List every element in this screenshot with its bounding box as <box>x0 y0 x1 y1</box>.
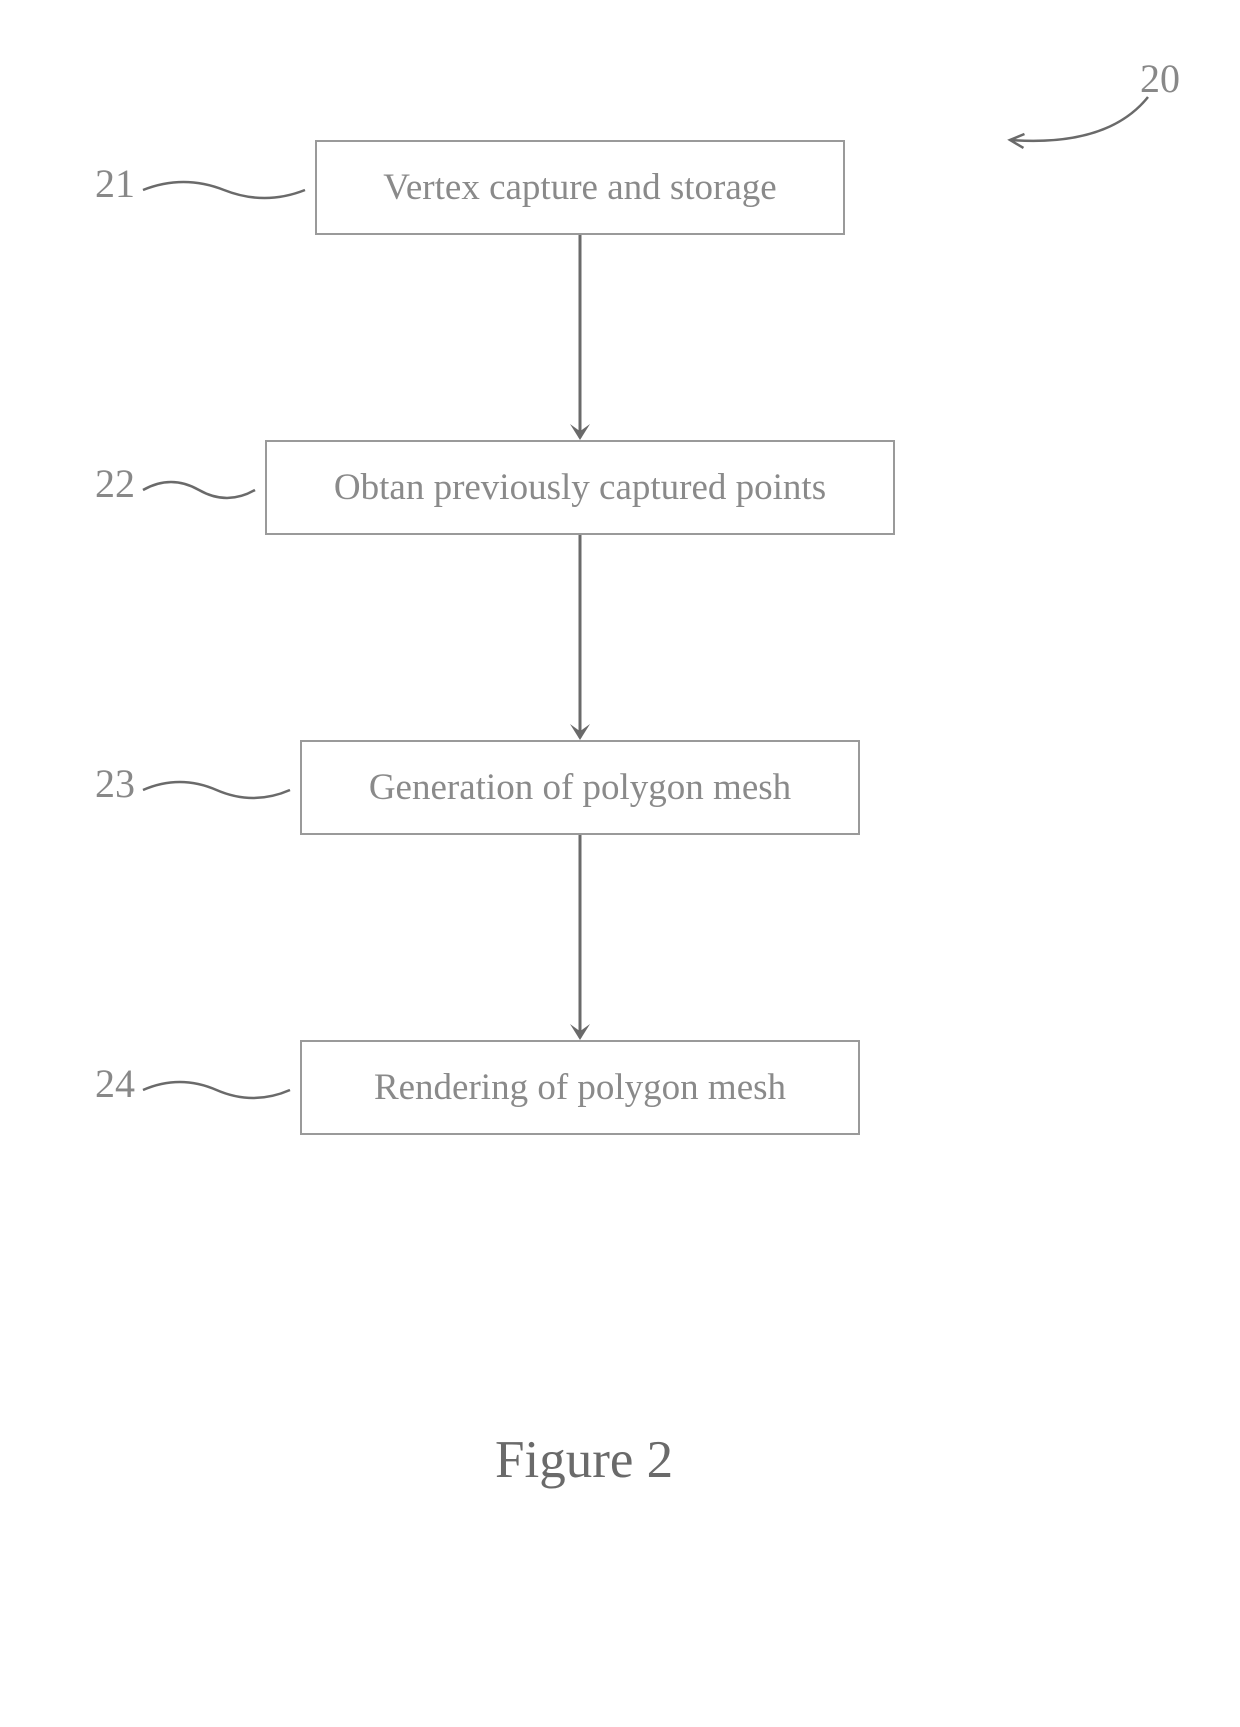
flow-step-label: Obtan previously captured points <box>334 466 826 509</box>
ref-label-20: 20 <box>1140 55 1180 102</box>
flow-step-render-mesh: Rendering of polygon mesh <box>300 1040 860 1135</box>
flow-step-label: Vertex capture and storage <box>383 166 776 209</box>
flow-step-generate-mesh: Generation of polygon mesh <box>300 740 860 835</box>
ref-label-23: 23 <box>95 760 135 807</box>
ref-label-text: 23 <box>95 761 135 806</box>
figure-caption-text: Figure 2 <box>495 1431 673 1489</box>
ref-label-text: 22 <box>95 461 135 506</box>
flow-step-label: Generation of polygon mesh <box>369 766 791 809</box>
ref-label-24: 24 <box>95 1060 135 1107</box>
flow-step-vertex-capture: Vertex capture and storage <box>315 140 845 235</box>
ref-label-22: 22 <box>95 460 135 507</box>
ref-label-21: 21 <box>95 160 135 207</box>
flowchart-diagram: Vertex capture and storage Obtan previou… <box>0 0 1240 1727</box>
flow-step-obtain-points: Obtan previously captured points <box>265 440 895 535</box>
ref-label-text: 21 <box>95 161 135 206</box>
ref-label-text: 24 <box>95 1061 135 1106</box>
ref-label-text: 20 <box>1140 56 1180 101</box>
figure-caption: Figure 2 <box>495 1430 673 1490</box>
flow-step-label: Rendering of polygon mesh <box>374 1066 786 1109</box>
